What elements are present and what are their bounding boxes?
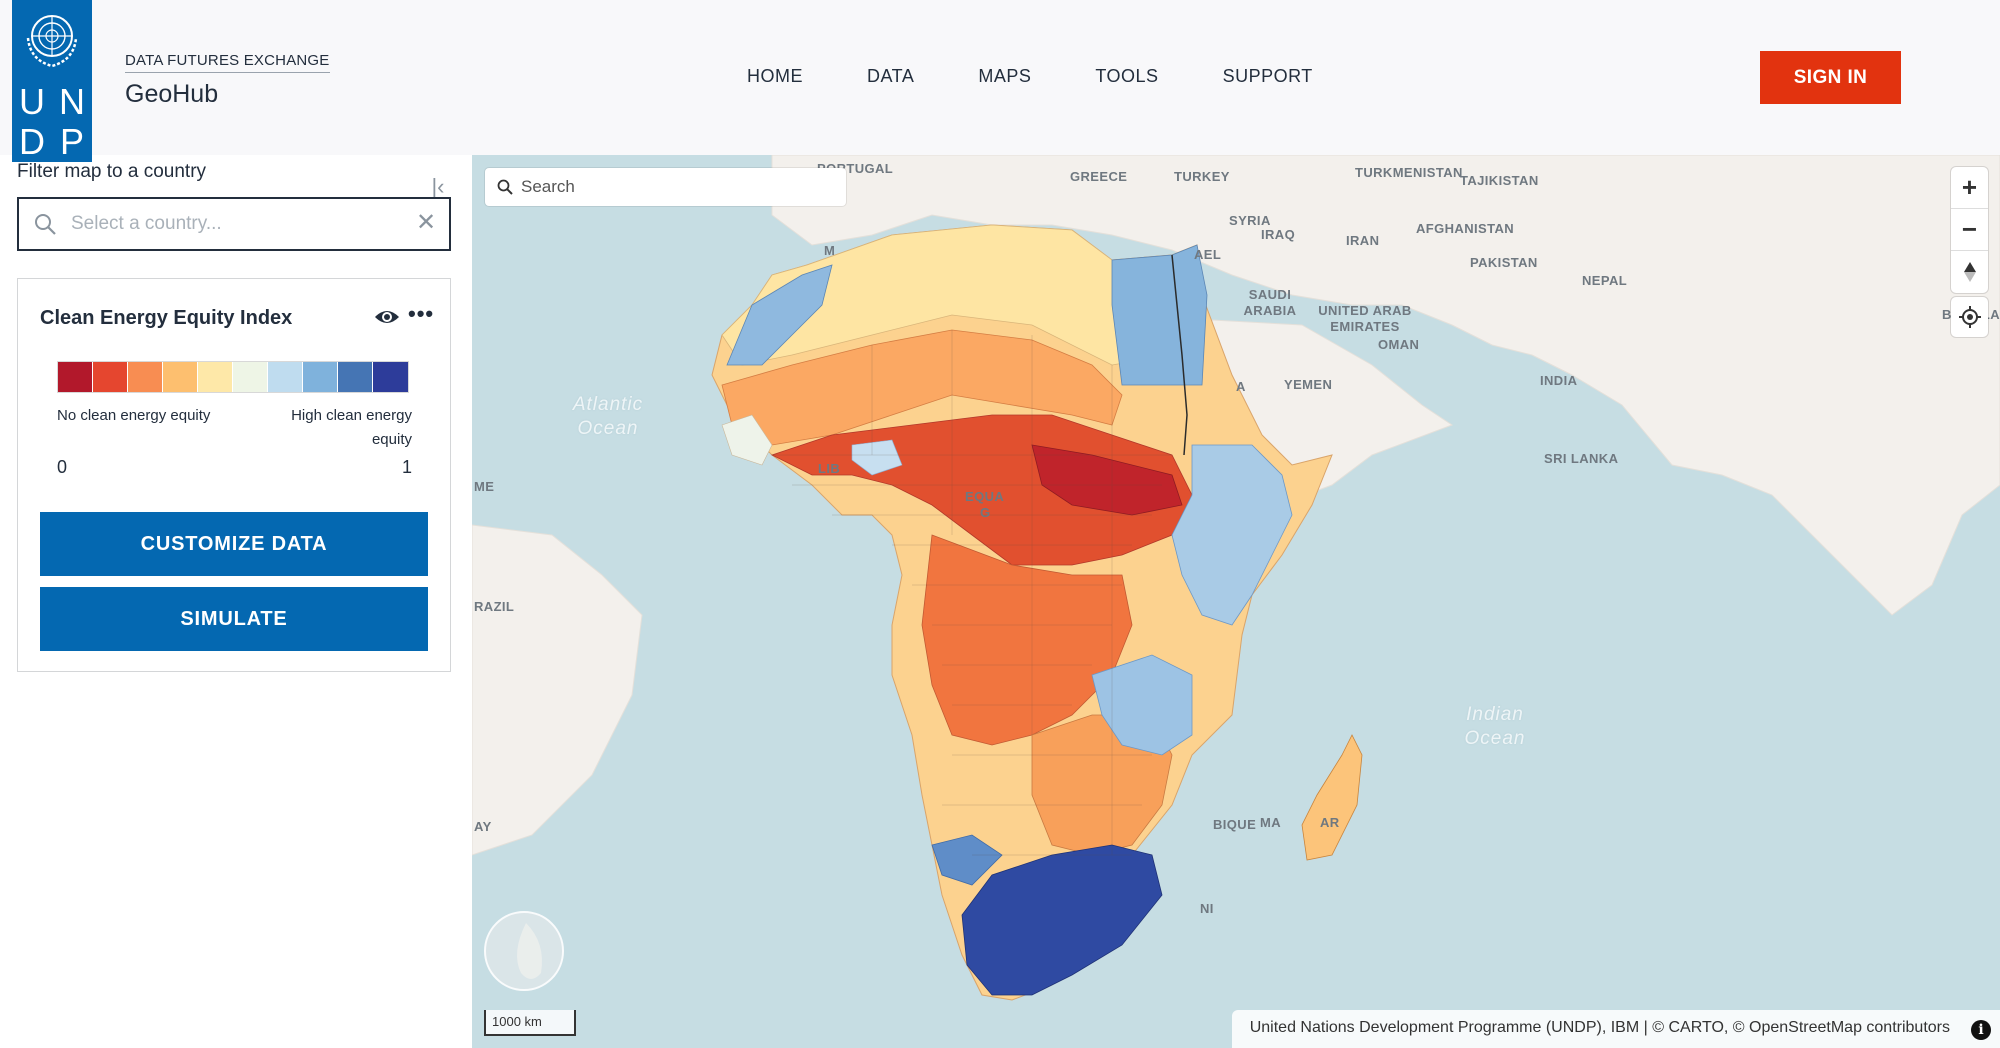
layer-sidebar: Filter map to a country |‹ ✕ Clean Energ…: [0, 155, 472, 1048]
map-label-syria: SYRIA: [1229, 213, 1271, 228]
legend-high-label: High clean energy equity: [291, 407, 412, 448]
filter-country-label: Filter map to a country: [17, 161, 207, 182]
map-label-ma: MA: [1260, 815, 1282, 830]
map-label-ael: AEL: [1194, 247, 1222, 262]
compass-icon[interactable]: [1951, 251, 1988, 293]
legend-color-ramp: [57, 361, 409, 393]
scale-bar: 1000 km: [484, 1010, 576, 1036]
map-label-g: G: [980, 505, 991, 520]
customize-data-button[interactable]: CUSTOMIZE DATA: [40, 512, 428, 576]
top-header: DATA FUTURES EXCHANGE GeoHub HOME DATA M…: [0, 0, 2000, 155]
visibility-eye-icon[interactable]: [374, 307, 400, 327]
map-label-lib: LIB: [818, 461, 841, 476]
logo-letter-n: N: [59, 81, 85, 122]
basemap: [472, 155, 2000, 1001]
map-label-india: INDIA: [1540, 373, 1578, 388]
legend-swatch: [198, 362, 233, 392]
map-label-greece: GREECE: [1070, 169, 1128, 184]
legend-swatch: [128, 362, 163, 392]
clear-icon[interactable]: ✕: [416, 209, 437, 236]
search-icon: [35, 214, 56, 235]
map-label-turkey: TURKEY: [1174, 169, 1230, 184]
info-icon[interactable]: i: [1971, 1020, 1991, 1040]
map-label-pakistan: PAKISTAN: [1470, 255, 1538, 270]
nav-data[interactable]: DATA: [867, 66, 915, 86]
brand-subtitle: DATA FUTURES EXCHANGE: [125, 52, 330, 73]
country-input[interactable]: [71, 207, 401, 241]
search-icon: [497, 179, 513, 195]
map-label-ni: NI: [1200, 901, 1214, 916]
legend-swatch: [58, 362, 93, 392]
legend-swatch: [268, 362, 303, 392]
map-label-saudi-arabia: SAUDI ARABIA: [1243, 287, 1297, 318]
un-emblem-icon: [26, 15, 78, 68]
ocean-label-atlantic: Atlantic Ocean: [572, 394, 644, 439]
map-label-iran: IRAN: [1346, 233, 1380, 248]
map-label-tajikistan: TAJIKISTAN: [1460, 173, 1539, 188]
logo-letter-u: U: [19, 81, 45, 122]
nav-maps[interactable]: MAPS: [978, 66, 1032, 86]
map-canvas[interactable]: PORTUGAL GREECE TURKEY TURKMENISTAN TAJI…: [472, 155, 2000, 1048]
map-label-nepal: NEPAL: [1582, 273, 1628, 288]
geolocate-icon[interactable]: [1951, 297, 1988, 337]
legend-min-value: 0: [57, 457, 68, 477]
legend-swatch: [163, 362, 198, 392]
map-label-yemen: YEMEN: [1284, 377, 1333, 392]
legend-swatch: [93, 362, 128, 392]
zoom-in-icon[interactable]: +: [1951, 167, 1988, 209]
logo-letter-d: D: [19, 121, 45, 162]
legend-low-label: No clean energy equity: [57, 407, 211, 424]
map-label-razil: RAZIL: [474, 599, 515, 614]
map-label-m: M: [824, 243, 836, 258]
legend-swatch: [303, 362, 338, 392]
map-label-ar: AR: [1320, 815, 1340, 830]
legend-max-value: 1: [401, 457, 412, 477]
main-nav: HOME DATA MAPS TOOLS SUPPORT: [747, 66, 1377, 87]
nav-tools[interactable]: TOOLS: [1095, 66, 1159, 86]
map-label-turkmenistan: TURKMENISTAN: [1355, 165, 1463, 180]
more-options-icon[interactable]: •••: [408, 301, 435, 326]
map-label-uae: UNITED ARAB EMIRATES: [1318, 303, 1412, 334]
layer-title: Clean Energy Equity Index: [40, 307, 293, 329]
undp-logo[interactable]: U N D P: [12, 0, 92, 162]
map-label-equa: EQUA: [965, 489, 1005, 504]
map-search-input[interactable]: [521, 174, 831, 200]
map-label-ay: AY: [474, 819, 492, 834]
map-label-iraq: IRAQ: [1261, 227, 1296, 242]
zoom-out-icon[interactable]: −: [1951, 209, 1988, 251]
globe-minimap[interactable]: [484, 911, 564, 991]
legend-swatch: [233, 362, 268, 392]
logo-letter-p: P: [59, 121, 84, 162]
map-label-afghanistan: AFGHANISTAN: [1416, 221, 1515, 236]
legend-swatch: [373, 362, 408, 392]
zoom-controls: + −: [1951, 167, 1988, 293]
simulate-button[interactable]: SIMULATE: [40, 587, 428, 651]
nav-support[interactable]: SUPPORT: [1222, 66, 1313, 86]
map-search-box[interactable]: [485, 168, 846, 206]
country-select[interactable]: ✕: [17, 197, 451, 251]
layer-card: Clean Energy Equity Index ••• No clean e…: [17, 278, 451, 672]
sign-in-button[interactable]: SIGN IN: [1760, 51, 1901, 104]
collapse-sidebar-icon[interactable]: |‹: [431, 174, 445, 199]
ocean-label-indian: Indian Ocean: [1464, 704, 1526, 749]
brand-title[interactable]: GeoHub: [125, 80, 219, 108]
map-attribution: United Nations Development Programme (UN…: [1232, 1010, 2000, 1048]
map-label-oman: OMAN: [1378, 337, 1420, 352]
legend-swatch: [338, 362, 373, 392]
map-label-a: A: [1236, 379, 1246, 394]
nav-home[interactable]: HOME: [747, 66, 803, 86]
map-label-sri-lanka: SRI LANKA: [1544, 451, 1619, 466]
map-label-biqke: BIQUE: [1213, 817, 1257, 832]
map-label-me: ME: [474, 479, 495, 494]
